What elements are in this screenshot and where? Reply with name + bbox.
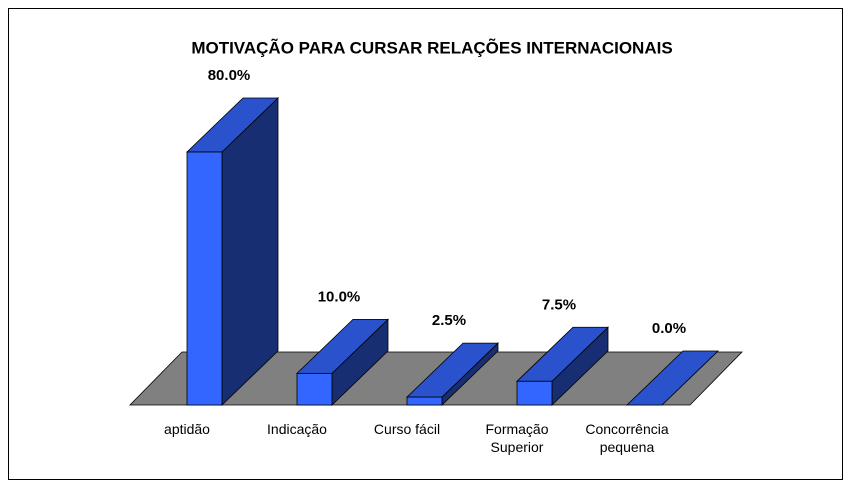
bar [186, 151, 223, 406]
bar-top [626, 350, 719, 406]
x-tick-label: Concorrência pequena [585, 421, 669, 455]
x-tick-label: aptidão [164, 421, 210, 437]
bar [296, 372, 333, 406]
chart-border [8, 8, 843, 480]
value-label: 0.0% [652, 320, 686, 337]
chart-title: MOTIVAÇÃO PARA CURSAR RELAÇÕES INTERNACI… [191, 37, 672, 57]
x-tick-label: Formação Superior [485, 421, 549, 455]
value-label: 10.0% [318, 288, 361, 305]
bar [516, 380, 553, 406]
value-label: 7.5% [542, 296, 576, 313]
value-label: 2.5% [432, 312, 466, 329]
bar [406, 396, 443, 406]
x-tick-label: Indicação [267, 421, 327, 437]
value-label: 80.0% [208, 67, 251, 84]
x-tick-label: Curso fácil [373, 421, 441, 437]
